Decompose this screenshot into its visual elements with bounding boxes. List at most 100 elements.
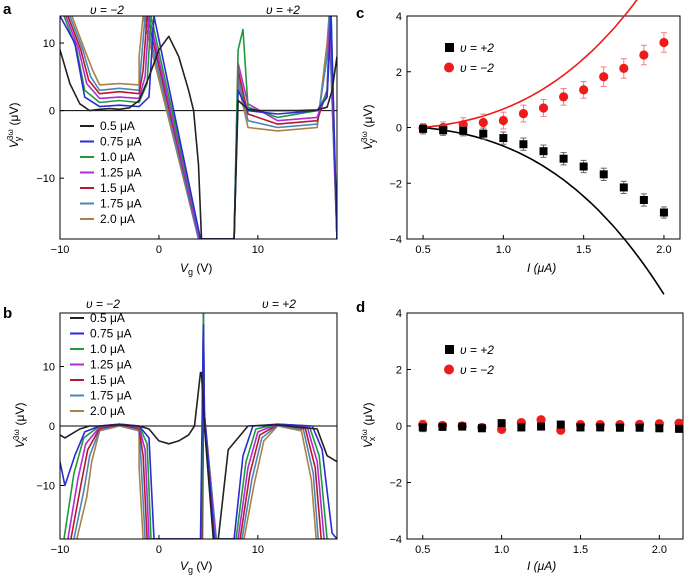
panel-d-xtick-label: 2.0 — [652, 544, 667, 556]
panel-a-annotation-plus: υ = +2 — [266, 3, 300, 17]
panel-c-point-circle — [599, 72, 609, 82]
panel-c-point-square — [659, 208, 668, 217]
panel-d-point-square — [497, 419, 506, 428]
panel-a-legend-label: 1.0 μA — [100, 150, 135, 164]
panel-c-ytick-label: −2 — [389, 178, 402, 190]
panel-c-point-circle — [579, 85, 589, 95]
panel-d-point-circle — [536, 415, 546, 425]
panel-b-ytick-label: −10 — [36, 480, 55, 492]
panel-d-point-square — [615, 423, 624, 432]
panel-d-xtick-label: 1.5 — [573, 544, 588, 556]
panel-c-legend-label: υ = −2 — [460, 61, 494, 75]
panel-c-point-circle — [659, 37, 669, 48]
panel-a-legend-label: 1.75 μA — [100, 197, 142, 211]
panel-a-ytick-label: 0 — [49, 106, 55, 118]
panel-c-ytick-label: 2 — [396, 67, 402, 79]
panel-letter-d: d — [356, 299, 365, 316]
panel-c-point-square — [519, 140, 528, 149]
panel-c-ytick-label: −4 — [389, 234, 402, 246]
panel-a-xtick-label: −10 — [51, 244, 70, 256]
panel-letter-c: c — [356, 5, 364, 22]
panel-d-point-square — [517, 423, 526, 432]
panel-c-legend-marker — [445, 43, 454, 52]
panel-a-xtick-label: 0 — [156, 244, 162, 256]
panel-d-ytick-label: 0 — [396, 421, 402, 433]
panel-c-legend-marker — [444, 62, 454, 73]
panel-d-ylabel: V3ωx (μV) — [360, 403, 377, 448]
panel-a-ytick-label: −10 — [36, 173, 55, 185]
panel-a-legend-label: 2.0 μA — [100, 212, 135, 226]
panel-c-point-circle — [619, 63, 629, 74]
panel-b-ytick-label: 0 — [49, 421, 55, 433]
panel-d-point-square — [655, 424, 664, 433]
panel-d-xtick-label: 1.0 — [494, 544, 509, 556]
panel-c-xtick-label: 1.5 — [576, 244, 591, 256]
panel-c-ytick-label: 0 — [396, 123, 402, 135]
panel-d-ytick-label: −2 — [389, 478, 402, 490]
panel-b-legend-label: 0.75 μA — [90, 327, 132, 341]
panel-b-legend-label: 1.25 μA — [90, 358, 132, 372]
panel-c-point-circle — [639, 50, 649, 60]
panel-d-legend-label: υ = −2 — [460, 363, 494, 377]
panel-b-annotation-minus: υ = −2 — [86, 297, 120, 311]
panel-d-point-square — [635, 423, 644, 432]
panel-c-point-square — [599, 170, 608, 179]
panel-c-ytick-label: 4 — [396, 11, 402, 23]
panel-b: −10 0 10 −10 0 10 υ = −2 υ = +2 0.5 μA 0.75 μA… — [12, 297, 338, 575]
panel-d-point-square — [458, 422, 467, 431]
panel-d-xlabel: I (μA) — [527, 559, 556, 573]
panel-c-xtick-label: 2.0 — [656, 244, 671, 256]
panel-b-legend-label: 1.75 μA — [90, 389, 132, 403]
panel-a-series-line — [60, 16, 337, 239]
panel-b-legend-label: 1.0 μA — [90, 342, 125, 356]
panel-c-ylabel: V3ωy (μV) — [360, 105, 377, 150]
panel-c-point-square — [439, 126, 448, 135]
panel-c-xtick-label: 0.5 — [415, 244, 430, 256]
panel-b-ylabel: V3ωx (μV) — [12, 403, 29, 448]
panel-d-point-square — [675, 424, 684, 433]
panel-c-point-circle — [478, 117, 488, 128]
panel-a-series-line — [69, 16, 337, 239]
panel-c-point-circle — [558, 92, 569, 102]
panel-c-point-circle — [538, 103, 549, 113]
panel-c-legend-label: υ = +2 — [460, 41, 494, 55]
panel-a-frame — [59, 15, 338, 240]
panel-c-point-square — [459, 126, 468, 135]
panel-b-series-line — [60, 371, 337, 539]
panel-c-xtick-label: 1.0 — [496, 244, 511, 256]
panel-d-point-square — [596, 423, 605, 432]
panel-letter-b: b — [3, 305, 12, 322]
panel-c-point-square — [619, 183, 628, 192]
panel-a-legend-label: 1.25 μA — [100, 166, 142, 180]
panel-d-legend-marker — [445, 345, 454, 354]
panel-b-xtick-label: −10 — [51, 544, 70, 556]
panel-a-series-line — [60, 35, 337, 239]
panel-c-point-circle — [498, 115, 508, 126]
panel-a-ylabel: V3ωy (μV) — [6, 103, 23, 148]
panel-c-point-square — [539, 147, 548, 156]
panel-d-point-square — [576, 423, 585, 432]
panel-b-series-line — [60, 324, 337, 539]
panel-c-point-square — [639, 195, 648, 204]
panel-d-ytick-label: 4 — [396, 308, 402, 320]
panel-a-legend-label: 1.5 μA — [100, 181, 135, 195]
panel-b-annotation-plus: υ = +2 — [262, 297, 296, 311]
panel-c-xlabel: I (μA) — [527, 261, 556, 275]
panel-d-ytick-label: −4 — [389, 534, 402, 546]
panel-d-point-square — [418, 423, 427, 432]
panel-c-point-square — [479, 129, 488, 138]
panel-c-point-square — [499, 134, 508, 143]
panel-d-xtick-label: 0.5 — [415, 544, 430, 556]
panel-letter-a: a — [3, 1, 12, 18]
panel-a-annotation-minus: υ = −2 — [90, 3, 124, 17]
panel-b-xtick-label: 0 — [156, 544, 162, 556]
panel-a-xtick-label: 10 — [252, 244, 264, 256]
panel-c-point-square — [419, 124, 428, 133]
panel-a: −10 0 10 −10 0 10 υ = −2 υ = +2 0.5 μA 0.75 μA… — [6, 3, 338, 277]
panel-a-legend-label: 0.5 μA — [100, 119, 135, 133]
panel-b-series-line — [76, 413, 319, 539]
panel-b-xlabel: Vg (V) — [180, 559, 212, 575]
